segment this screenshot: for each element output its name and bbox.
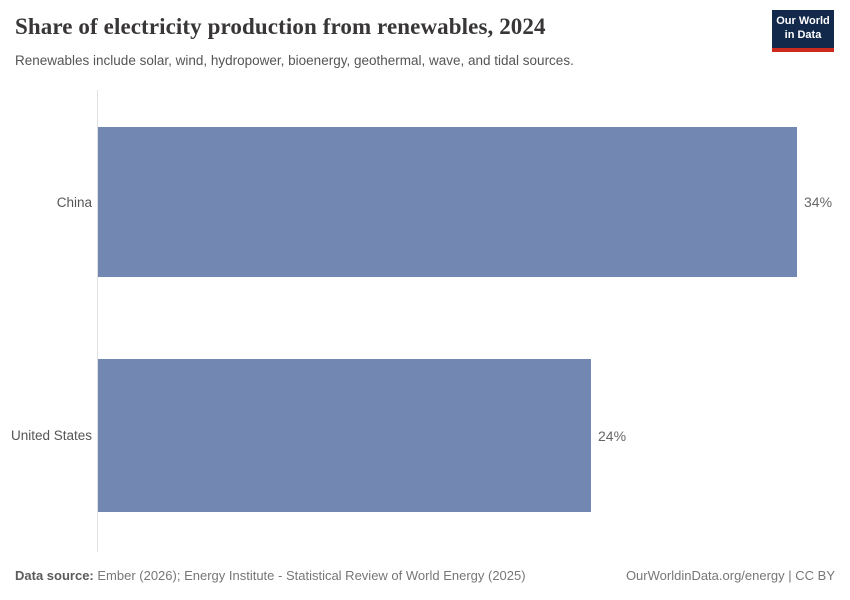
bar-china[interactable] bbox=[98, 127, 797, 277]
data-source-label: Data source: bbox=[15, 568, 94, 583]
value-label: 34% bbox=[804, 194, 833, 210]
owid-logo-line2: in Data bbox=[784, 29, 822, 41]
chart-subtitle: Renewables include solar, wind, hydropow… bbox=[15, 53, 574, 68]
category-label: China bbox=[56, 194, 92, 210]
page-title: Share of electricity production from ren… bbox=[15, 14, 546, 39]
owid-logo-line1: Our World bbox=[776, 15, 830, 28]
y-axis-line bbox=[97, 90, 98, 552]
bar-united-states[interactable] bbox=[98, 359, 591, 512]
data-source-note: Data source: Ember (2026); Energy Instit… bbox=[15, 568, 526, 583]
license-link[interactable]: OurWorldinData.org/energy | CC BY bbox=[625, 568, 835, 583]
owid-logo[interactable]: Our World in Data bbox=[772, 10, 834, 52]
category-label: United States bbox=[10, 428, 92, 443]
value-label: 24% bbox=[598, 427, 627, 444]
data-source-value: Ember (2026); Energy Institute - Statist… bbox=[93, 568, 526, 583]
